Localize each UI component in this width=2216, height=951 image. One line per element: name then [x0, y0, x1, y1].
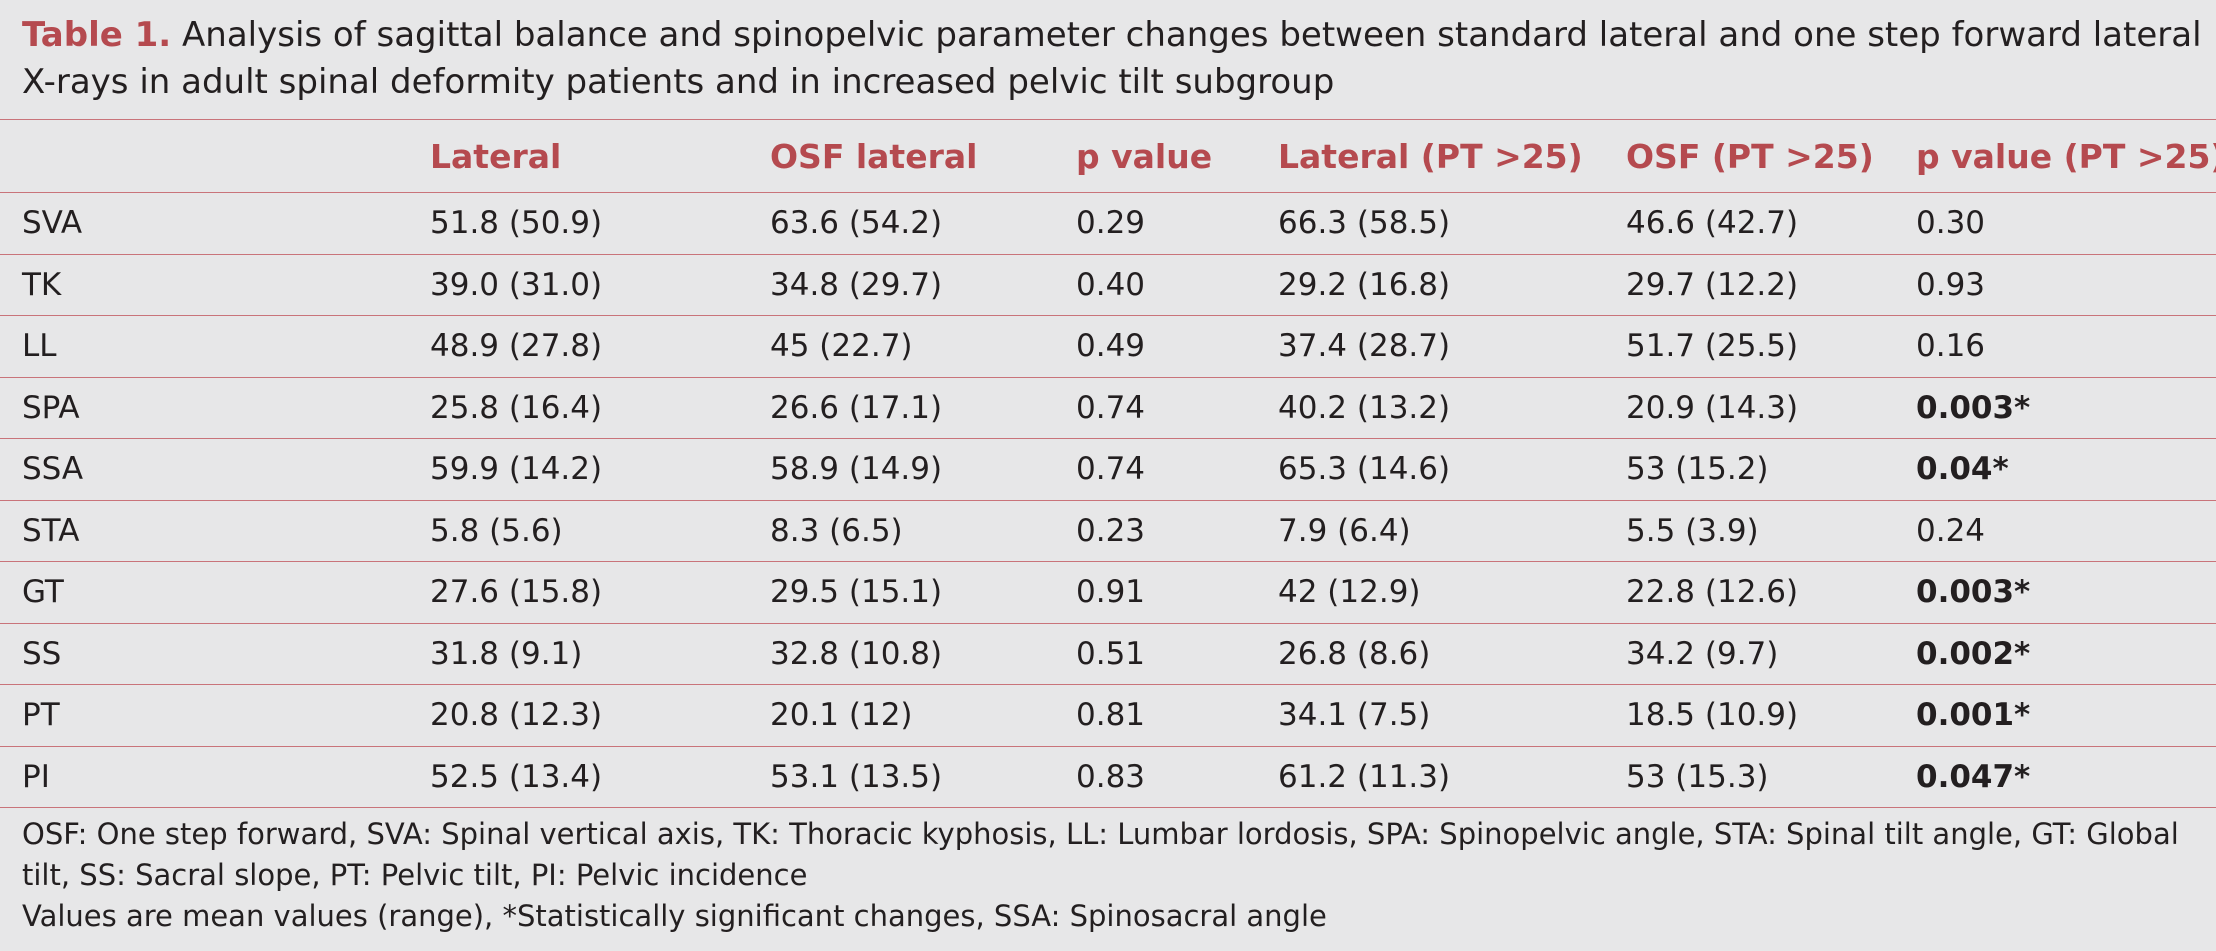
osf-lateral-cell: 20.1 (12): [748, 684, 1054, 746]
osf-lateral-cell: 26.6 (17.1): [748, 376, 1054, 439]
lateral-pt-cell: 61.2 (11.3): [1256, 745, 1604, 808]
lateral-cell: 48.9 (27.8): [408, 315, 748, 377]
data-table: Lateral OSF lateral p value Lateral (PT …: [0, 119, 2216, 808]
lateral-pt-cell: 37.4 (28.7): [1256, 315, 1604, 377]
table-row: TK 39.0 (31.0) 34.8 (29.7) 0.40 29.2 (16.8) 2…: [0, 253, 2216, 316]
p-value-pt-cell: 0.047*: [1894, 745, 2216, 808]
osf-pt-cell: 34.2 (9.7): [1604, 622, 1894, 685]
lateral-cell: 59.9 (14.2): [408, 438, 748, 500]
lateral-cell: 25.8 (16.4): [408, 376, 748, 439]
p-value-pt-cell: 0.16: [1894, 315, 2216, 377]
p-value-pt-cell: 0.003*: [1894, 561, 2216, 623]
p-value-cell: 0.91: [1054, 561, 1256, 623]
footnote-abbreviations: OSF: One step forward, SVA: Spinal verti…: [22, 817, 2179, 892]
lateral-cell: 52.5 (13.4): [408, 745, 748, 808]
table-caption-label: Table 1.: [22, 15, 172, 55]
row-parameter-cell: SS: [0, 622, 408, 685]
osf-pt-cell: 18.5 (10.9): [1604, 684, 1894, 746]
row-parameter-cell: PT: [0, 684, 408, 746]
osf-pt-cell: 53 (15.3): [1604, 745, 1894, 808]
table-row: PT 20.8 (12.3) 20.1 (12) 0.81 34.1 (7.5) 18.5…: [0, 684, 2216, 746]
osf-pt-cell: 5.5 (3.9): [1604, 499, 1894, 562]
osf-lateral-cell: 29.5 (15.1): [748, 561, 1054, 623]
header-parameter: [0, 119, 408, 193]
header-lateral-pt: Lateral (PT >25): [1256, 119, 1604, 193]
table-row: GT 27.6 (15.8) 29.5 (15.1) 0.91 42 (12.9) 22.…: [0, 561, 2216, 623]
p-value-cell: 0.40: [1054, 253, 1256, 316]
row-parameter-cell: LL: [0, 315, 408, 377]
table-header-row: Lateral OSF lateral p value Lateral (PT …: [0, 119, 2216, 193]
lateral-cell: 31.8 (9.1): [408, 622, 748, 685]
table-caption: Table 1. Analysis of sagittal balance an…: [22, 12, 2202, 106]
osf-lateral-cell: 34.8 (29.7): [748, 253, 1054, 316]
row-parameter-cell: TK: [0, 253, 408, 316]
osf-lateral-cell: 58.9 (14.9): [748, 438, 1054, 500]
lateral-pt-cell: 26.8 (8.6): [1256, 622, 1604, 685]
p-value-cell: 0.74: [1054, 376, 1256, 439]
table-row: SVA 51.8 (50.9) 63.6 (54.2) 0.29 66.3 (58.5)…: [0, 192, 2216, 254]
header-p-value: p value: [1054, 119, 1256, 193]
row-parameter-cell: SVA: [0, 192, 408, 254]
table-caption-text: Analysis of sagittal balance and spinope…: [22, 15, 2202, 102]
p-value-cell: 0.51: [1054, 622, 1256, 685]
lateral-pt-cell: 29.2 (16.8): [1256, 253, 1604, 316]
table-footnote: OSF: One step forward, SVA: Spinal verti…: [22, 814, 2202, 937]
table-row: STA 5.8 (5.6) 8.3 (6.5) 0.23 7.9 (6.4) 5.5 (3…: [0, 499, 2216, 562]
table-row: PI 52.5 (13.4) 53.1 (13.5) 0.83 61.2 (11.3) 5…: [0, 745, 2216, 808]
lateral-cell: 27.6 (15.8): [408, 561, 748, 623]
p-value-cell: 0.23: [1054, 499, 1256, 562]
p-value-pt-cell: 0.003*: [1894, 376, 2216, 439]
lateral-pt-cell: 66.3 (58.5): [1256, 192, 1604, 254]
p-value-pt-cell: 0.24: [1894, 499, 2216, 562]
p-value-cell: 0.81: [1054, 684, 1256, 746]
table-body: SVA 51.8 (50.9) 63.6 (54.2) 0.29 66.3 (58.5)…: [0, 192, 2216, 808]
row-parameter-cell: PI: [0, 745, 408, 808]
osf-lateral-cell: 45 (22.7): [748, 315, 1054, 377]
table-row: SSA 59.9 (14.2) 58.9 (14.9) 0.74 65.3 (14.6)…: [0, 438, 2216, 500]
osf-pt-cell: 46.6 (42.7): [1604, 192, 1894, 254]
row-parameter-cell: STA: [0, 499, 408, 562]
row-parameter-cell: SPA: [0, 376, 408, 439]
p-value-pt-cell: 0.93: [1894, 253, 2216, 316]
p-value-cell: 0.29: [1054, 192, 1256, 254]
row-parameter-cell: SSA: [0, 438, 408, 500]
lateral-pt-cell: 34.1 (7.5): [1256, 684, 1604, 746]
row-parameter-cell: GT: [0, 561, 408, 623]
lateral-cell: 5.8 (5.6): [408, 499, 748, 562]
osf-pt-cell: 20.9 (14.3): [1604, 376, 1894, 439]
lateral-pt-cell: 65.3 (14.6): [1256, 438, 1604, 500]
table-row: SPA 25.8 (16.4) 26.6 (17.1) 0.74 40.2 (13.2)…: [0, 376, 2216, 439]
osf-pt-cell: 53 (15.2): [1604, 438, 1894, 500]
lateral-pt-cell: 7.9 (6.4): [1256, 499, 1604, 562]
lateral-pt-cell: 42 (12.9): [1256, 561, 1604, 623]
header-p-value-pt: p value (PT >25): [1894, 119, 2216, 193]
osf-lateral-cell: 63.6 (54.2): [748, 192, 1054, 254]
p-value-pt-cell: 0.04*: [1894, 438, 2216, 500]
header-osf-lateral: OSF lateral: [748, 119, 1054, 193]
osf-lateral-cell: 8.3 (6.5): [748, 499, 1054, 562]
osf-lateral-cell: 32.8 (10.8): [748, 622, 1054, 685]
table-row: LL 48.9 (27.8) 45 (22.7) 0.49 37.4 (28.7) 51.…: [0, 315, 2216, 377]
p-value-cell: 0.83: [1054, 745, 1256, 808]
p-value-cell: 0.74: [1054, 438, 1256, 500]
osf-pt-cell: 22.8 (12.6): [1604, 561, 1894, 623]
osf-lateral-cell: 53.1 (13.5): [748, 745, 1054, 808]
p-value-cell: 0.49: [1054, 315, 1256, 377]
footnote-values-note: Values are mean values (range), *Statist…: [22, 899, 1327, 933]
osf-pt-cell: 51.7 (25.5): [1604, 315, 1894, 377]
header-lateral: Lateral: [408, 119, 748, 193]
p-value-pt-cell: 0.001*: [1894, 684, 2216, 746]
lateral-pt-cell: 40.2 (13.2): [1256, 376, 1604, 439]
p-value-pt-cell: 0.30: [1894, 192, 2216, 254]
header-osf-pt: OSF (PT >25): [1604, 119, 1894, 193]
lateral-cell: 51.8 (50.9): [408, 192, 748, 254]
table-row: SS 31.8 (9.1) 32.8 (10.8) 0.51 26.8 (8.6) 34.…: [0, 622, 2216, 685]
lateral-cell: 20.8 (12.3): [408, 684, 748, 746]
lateral-cell: 39.0 (31.0): [408, 253, 748, 316]
osf-pt-cell: 29.7 (12.2): [1604, 253, 1894, 316]
p-value-pt-cell: 0.002*: [1894, 622, 2216, 685]
